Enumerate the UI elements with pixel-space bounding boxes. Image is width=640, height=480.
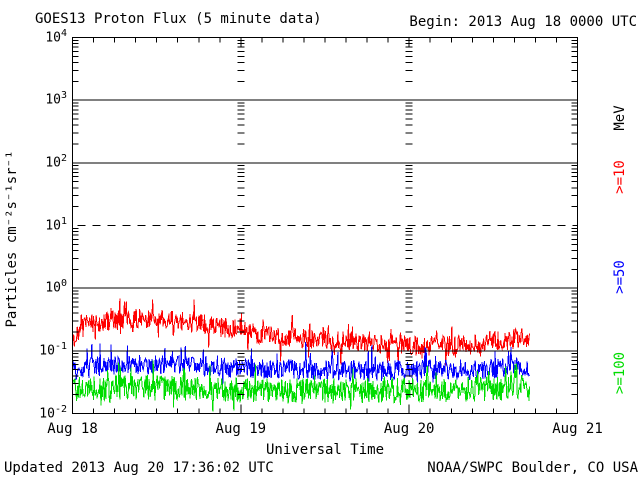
- y-tick-label-10e2: 102: [45, 152, 67, 171]
- y-tick-label-10e4: 104: [45, 27, 67, 45]
- trace-50-mev: [72, 342, 530, 386]
- x-tick-label-aug-21: Aug 21: [552, 421, 603, 437]
- x-tick-label-aug-20: Aug 20: [383, 421, 435, 437]
- x-tick-label-aug-19: Aug 19: [215, 421, 267, 437]
- y-tick-label-10e-1: 10-1: [39, 340, 67, 359]
- y-tick-label-10e3: 103: [45, 90, 67, 108]
- page-title: GOES13 Proton Flux (5 minute data): [35, 11, 322, 27]
- y-tick-label-10e1: 101: [45, 215, 67, 233]
- legend-ge100-label: >=100: [612, 351, 628, 395]
- trace-100-mev: [72, 360, 531, 412]
- x-tick-label-aug-18: Aug 18: [47, 421, 98, 437]
- trace-10-mev: [72, 298, 531, 370]
- credit-label: NOAA/SWPC Boulder, CO USA: [427, 460, 638, 476]
- legend-ge10-label: >=10: [612, 160, 628, 194]
- y-tick-label-10e0: 100: [45, 278, 67, 296]
- y-tick-label-10e-2: 10-2: [39, 403, 67, 421]
- x-axis-label: Universal Time: [265, 442, 385, 458]
- updated-timestamp: Updated 2013 Aug 20 17:36:02 UTC: [4, 460, 274, 476]
- begin-timestamp: Begin: 2013 Aug 18 0000 UTC: [409, 14, 637, 30]
- y-axis-label: Particles cm⁻²s⁻¹sr⁻¹: [4, 150, 20, 328]
- mev-units-label: MeV: [612, 105, 628, 131]
- legend-ge50-label: >=50: [612, 260, 628, 294]
